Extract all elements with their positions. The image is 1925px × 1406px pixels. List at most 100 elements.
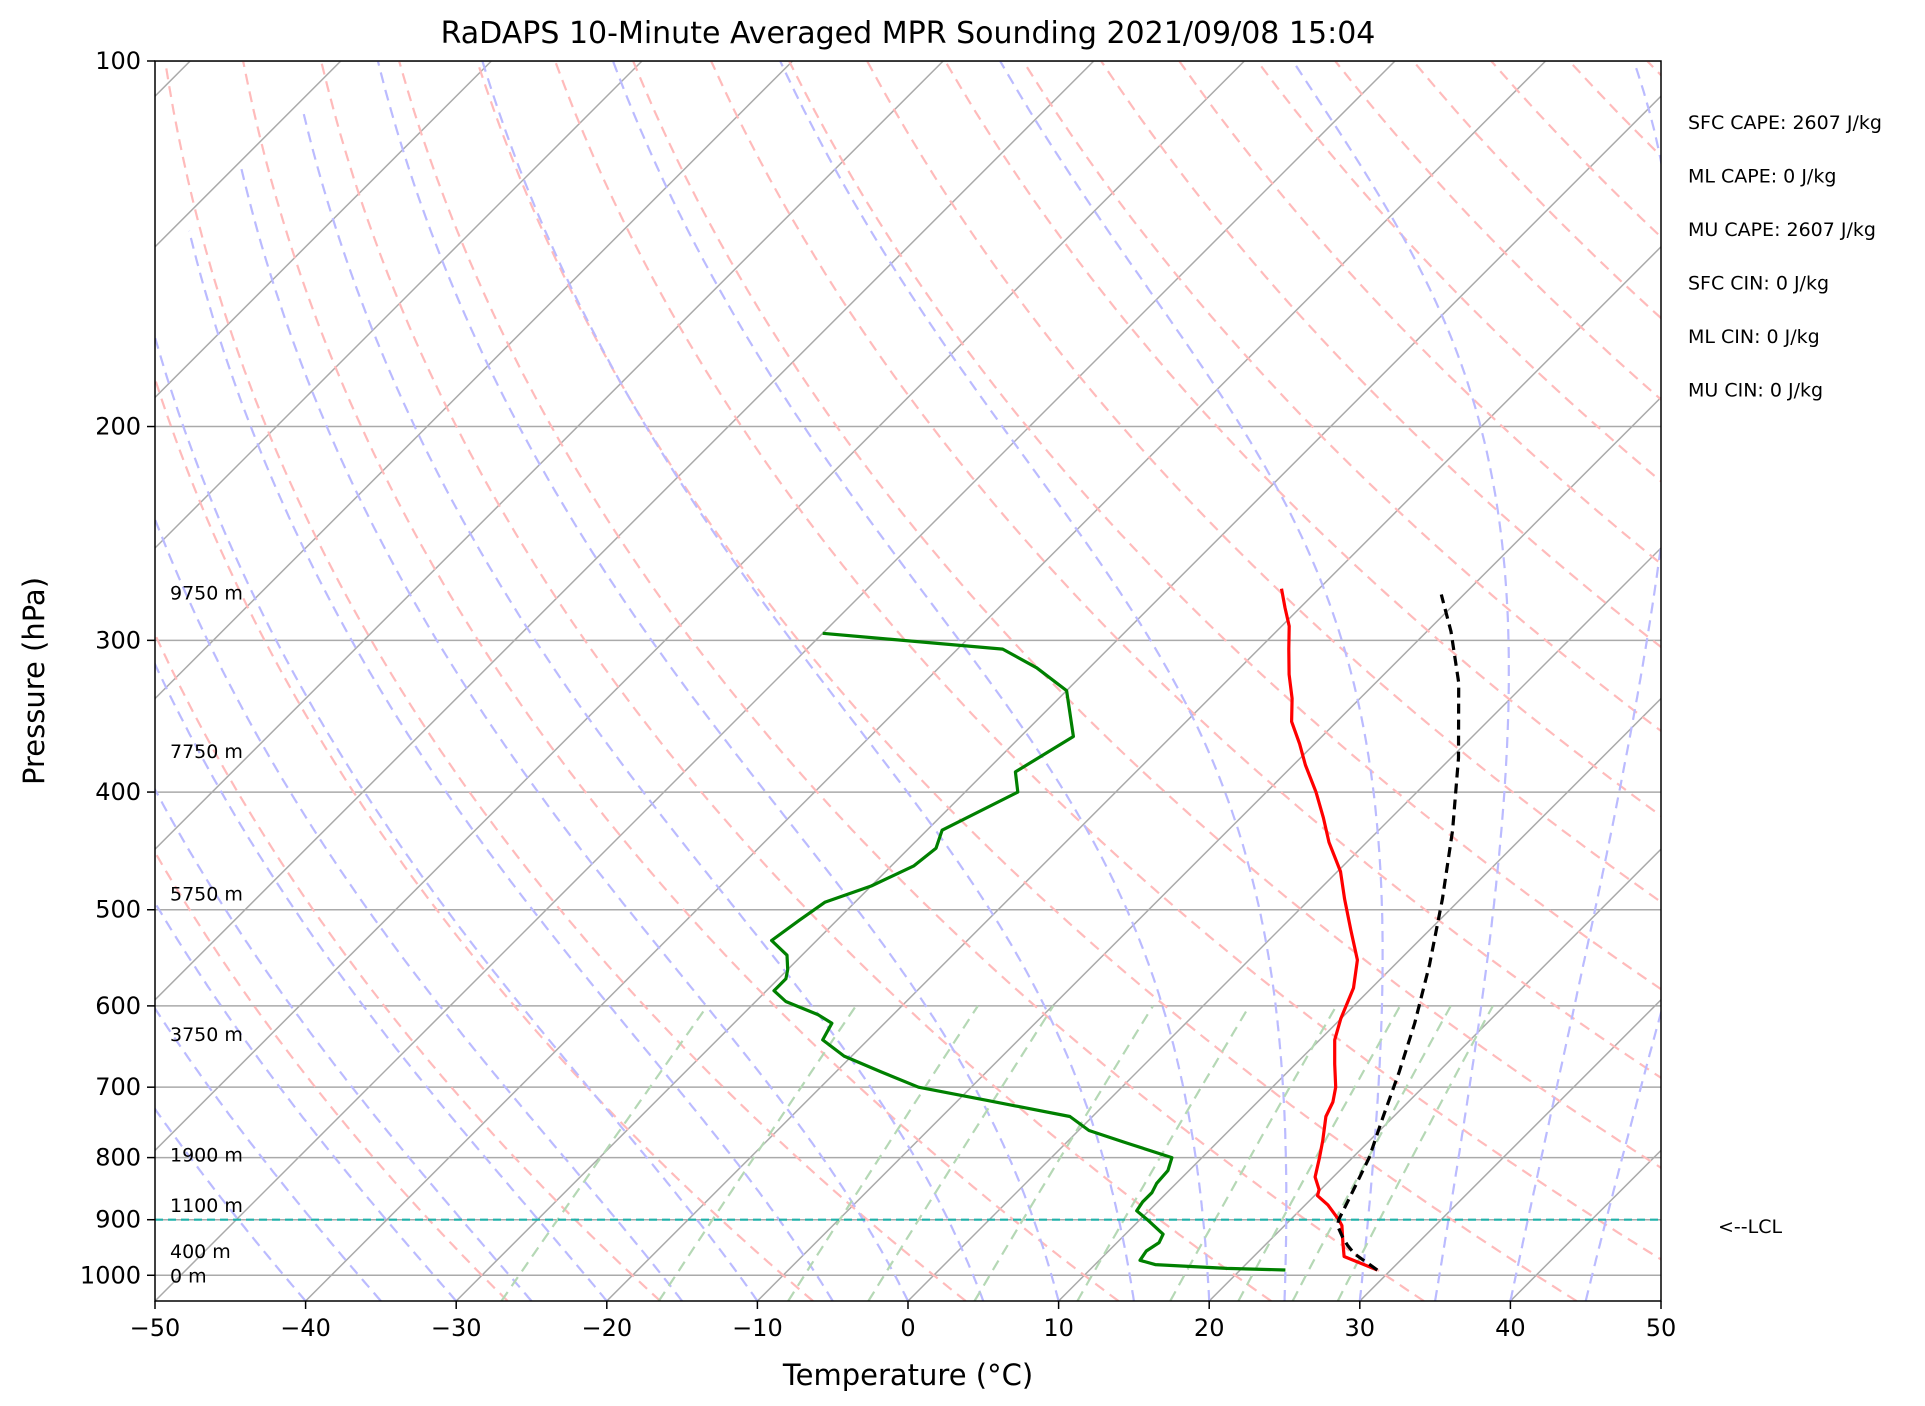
moist-adiabat	[239, 165, 909, 1301]
mixing-ratio-line	[867, 1005, 1055, 1301]
y-tick-label: 700	[95, 1073, 141, 1101]
isotherm-line	[155, 61, 492, 399]
stability-indices: SFC CAPE: 2607 J/kg ML CAPE: 0 J/kg MU CAP…	[1688, 112, 1882, 402]
isotherm-line	[1359, 998, 1661, 1301]
moist-adiabat	[155, 333, 759, 1301]
x-tick-label: 50	[1646, 1314, 1677, 1342]
moist-adiabat	[1291, 61, 1510, 1301]
isotherm-line	[756, 396, 1661, 1301]
moist-adiabat	[302, 111, 985, 1301]
stability-index: ML CAPE: 0 J/kg	[1688, 166, 1836, 188]
dry-adiabat	[476, 61, 1578, 1301]
dry-adiabat	[155, 850, 509, 1301]
mixing-ratio-line	[500, 1005, 709, 1301]
stability-index: SFC CAPE: 2607 J/kg	[1688, 112, 1882, 134]
isotherm-line	[455, 95, 1661, 1301]
mixing-ratio-line	[1237, 1005, 1402, 1301]
y-tick-label: 300	[95, 626, 141, 654]
y-tick-label: 800	[95, 1144, 141, 1172]
moist-adiabat	[778, 61, 1288, 1301]
height-label: 1100 m	[170, 1195, 243, 1217]
parcel-profile-line	[1335, 594, 1461, 1272]
isotherm-line	[305, 61, 1547, 1301]
height-label: 5750 m	[170, 884, 243, 906]
height-label: 400 m	[170, 1241, 231, 1263]
moist-adiabat	[155, 1006, 382, 1301]
dry-adiabat	[1178, 61, 1661, 566]
isotherm-line	[155, 61, 1245, 1152]
stability-index: SFC CIN: 0 J/kg	[1688, 273, 1829, 295]
height-label: 3750 m	[170, 1024, 243, 1046]
x-tick-label: 40	[1495, 1314, 1526, 1342]
mixing-ratio-line	[657, 1005, 857, 1301]
height-label: 7750 m	[170, 741, 243, 763]
x-tick-label: −10	[732, 1314, 783, 1342]
height-label: 1900 m	[170, 1144, 243, 1166]
x-tick-label: −50	[130, 1314, 181, 1342]
dry-adiabat	[320, 61, 1272, 1301]
moist-adiabat	[155, 900, 458, 1301]
height-label: 9750 m	[170, 583, 243, 605]
data-series	[155, 588, 1661, 1272]
moist-adiabat	[155, 516, 683, 1301]
x-tick-label: 10	[1043, 1314, 1074, 1342]
moist-adiabat	[155, 661, 608, 1301]
dry-adiabat	[1100, 61, 1661, 649]
dewpoint-line	[769, 631, 1286, 1272]
isotherm-line	[155, 61, 944, 851]
y-tick-label: 1000	[80, 1261, 141, 1289]
mixing-ratio-line	[1169, 1005, 1338, 1301]
x-tick-label: −20	[581, 1314, 632, 1342]
stability-index: MU CAPE: 2607 J/kg	[1688, 219, 1876, 241]
stability-index: ML CIN: 0 J/kg	[1688, 326, 1820, 348]
x-tick-label: −30	[431, 1314, 482, 1342]
dry-adiabat	[242, 61, 1120, 1301]
reference-lines	[155, 61, 1661, 1301]
dry-adiabat	[155, 375, 814, 1301]
isotherm-line	[155, 61, 643, 550]
x-tick-label: 20	[1194, 1314, 1225, 1342]
moist-adiabat	[481, 61, 1135, 1301]
x-tick-label: 30	[1345, 1314, 1376, 1342]
lcl-label: <--LCL	[1718, 1216, 1782, 1238]
dry-adiabat	[710, 61, 1661, 1080]
isotherm-line	[155, 61, 1396, 1301]
moist-adiabat	[1509, 61, 1661, 1301]
dry-adiabat	[164, 61, 967, 1301]
height-label: 0 m	[170, 1265, 207, 1287]
y-tick-label: 600	[95, 992, 141, 1020]
moist-adiabat	[155, 1107, 307, 1301]
y-tick-label: 400	[95, 778, 141, 806]
moist-adiabat	[376, 61, 1060, 1301]
y-tick-label: 500	[95, 896, 141, 924]
dry-adiabat	[155, 631, 662, 1301]
temperature-line	[1279, 588, 1378, 1272]
isotherm-line	[155, 61, 794, 700]
x-tick-label: 0	[900, 1314, 915, 1342]
dry-adiabat	[398, 61, 1425, 1301]
isotherm-line	[155, 61, 1095, 1001]
y-axis-label: Pressure (hPa)	[17, 577, 51, 785]
axes: −50 −40 −30 −20 −10 0 10 20 30 40 50 100 200 300 400 50…	[80, 47, 1676, 1342]
y-tick-label: 900	[95, 1206, 141, 1234]
x-axis-label: Temperature (°C)	[782, 1358, 1033, 1392]
dry-adiabat	[554, 61, 1661, 1261]
mixing-ratio-line	[787, 1005, 979, 1301]
x-tick-label: −40	[280, 1314, 331, 1342]
y-tick-label: 200	[95, 413, 141, 441]
mixing-ratio-line	[1076, 1005, 1251, 1301]
y-tick-label: 100	[95, 47, 141, 75]
moist-adiabat	[611, 61, 1211, 1301]
isotherm-line	[907, 546, 1661, 1301]
moist-adiabat	[188, 230, 834, 1301]
dry-adiabat	[1022, 61, 1661, 733]
isotherm-line	[1058, 697, 1661, 1301]
dry-adiabat	[788, 61, 1661, 991]
stability-index: MU CIN: 0 J/kg	[1688, 380, 1823, 402]
dry-adiabat	[866, 61, 1661, 904]
mixing-ratio-line	[1291, 1005, 1452, 1301]
isotherm-line	[1208, 848, 1661, 1301]
chart-title: RaDAPS 10-Minute Averaged MPR Sounding 2…	[441, 16, 1376, 51]
